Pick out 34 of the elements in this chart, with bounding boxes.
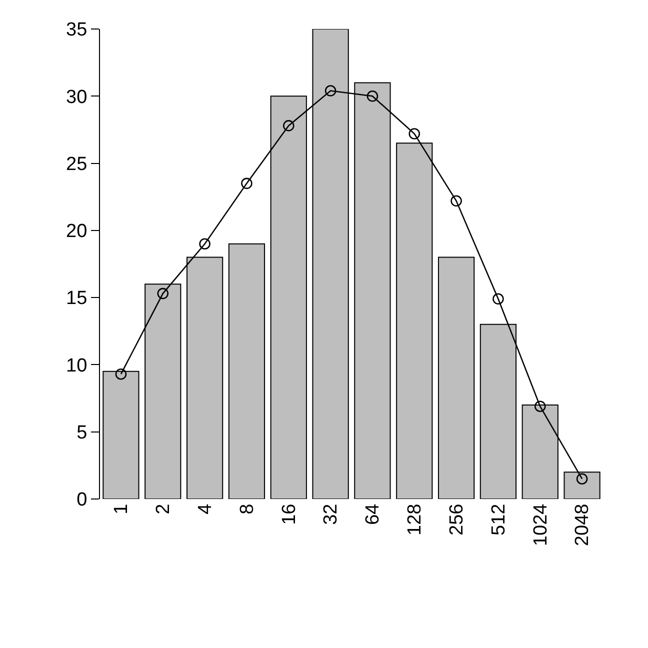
point bbox=[366, 90, 378, 102]
x-tick-label: 256 bbox=[446, 504, 468, 536]
x-tick-label: 2048 bbox=[572, 504, 594, 546]
y-tick-label: 15 bbox=[66, 288, 88, 310]
y-tick-label: 35 bbox=[66, 20, 88, 41]
point bbox=[157, 288, 169, 300]
y-tick-label: 20 bbox=[66, 221, 88, 242]
point bbox=[450, 195, 462, 207]
x-tick-label: 128 bbox=[404, 504, 426, 536]
y-tick-label: 25 bbox=[66, 154, 88, 175]
bar bbox=[228, 243, 266, 499]
x-tick-label: 2 bbox=[153, 504, 174, 514]
bar bbox=[438, 256, 475, 499]
y-tick-label: 10 bbox=[66, 355, 88, 376]
x-tick-label: 8 bbox=[236, 504, 258, 514]
y-tick-label: 30 bbox=[66, 86, 88, 108]
point bbox=[282, 120, 294, 132]
x-tick-label: 1 bbox=[111, 504, 132, 514]
point bbox=[534, 400, 546, 412]
point bbox=[241, 178, 252, 190]
x-tick-label: 64 bbox=[362, 503, 384, 525]
y-tick-label: 5 bbox=[76, 422, 88, 444]
point bbox=[115, 368, 127, 380]
point bbox=[408, 128, 420, 140]
x-tick-label: 512 bbox=[488, 504, 510, 536]
point bbox=[324, 85, 336, 96]
point bbox=[199, 238, 210, 250]
x-tick-label: 16 bbox=[278, 504, 300, 525]
x-tick-label: 1024 bbox=[530, 503, 552, 546]
x-tick-label: 4 bbox=[194, 503, 216, 514]
x-tick-label: 32 bbox=[320, 504, 342, 525]
point bbox=[492, 293, 504, 305]
point bbox=[576, 473, 588, 485]
y-tick-label: 0 bbox=[76, 490, 88, 511]
